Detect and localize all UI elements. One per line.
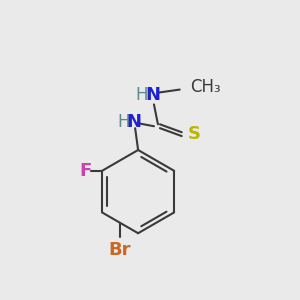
Text: S: S: [188, 125, 201, 143]
Text: N: N: [127, 113, 142, 131]
Text: N: N: [146, 85, 160, 103]
Text: Br: Br: [109, 241, 131, 259]
Text: CH₃: CH₃: [190, 78, 220, 96]
Text: H: H: [117, 113, 130, 131]
Text: F: F: [79, 162, 92, 180]
Text: H: H: [136, 85, 148, 103]
